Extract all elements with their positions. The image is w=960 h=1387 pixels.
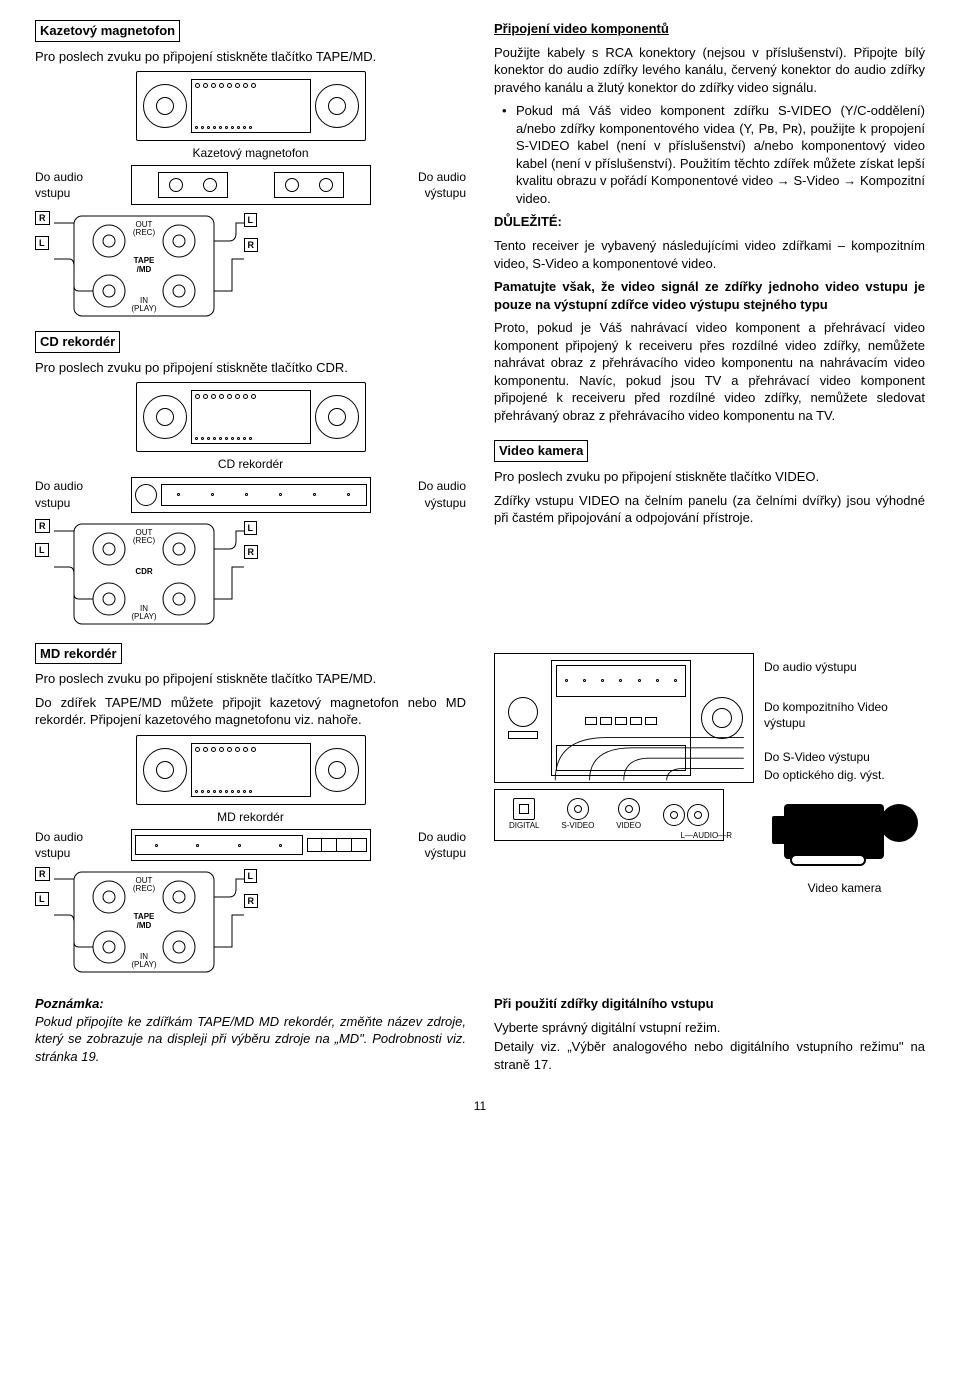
cd-jack-svg: OUT (REC) CDR IN (PLAY) (54, 519, 244, 629)
diag-l4: Do optického dig. výst. (764, 767, 925, 783)
plug-l5: L (35, 892, 49, 906)
diag-l2: Do kompozitního Video výstupu (764, 699, 925, 731)
footnote-right: Při použití zdířky digitálního vstupu Vy… (494, 995, 925, 1079)
section-cd-recorder: CD rekordér Pro poslech zvuku po připoje… (35, 331, 466, 628)
plug-l3: L (35, 543, 49, 557)
jack-video-label: VIDEO (616, 821, 641, 832)
receiver-icon (136, 71, 366, 141)
svg-text:TAPE: TAPE (133, 912, 154, 921)
md-jack-svg: OUT (REC) TAPE /MD IN (PLAY) (54, 867, 244, 977)
md-device-label: MD rekordér (35, 809, 466, 825)
cd-in-label: Do audio vstupu (35, 478, 105, 510)
svg-text:(REC): (REC) (132, 884, 155, 893)
cdrek-icon (131, 477, 371, 513)
plug-r4: R (244, 545, 259, 559)
mdrek-icon (131, 829, 371, 861)
diag-l1: Do audio výstupu (764, 659, 925, 675)
plug-r5: R (35, 867, 50, 881)
section-md-recorder: MD rekordér Pro poslech zvuku po připoje… (35, 643, 466, 988)
cd-title: CD rekordér (35, 331, 120, 353)
camera-label: Video kamera (764, 880, 925, 896)
vk-title: Video kamera (494, 440, 588, 462)
diag-l3: Do S-Video výstupu (764, 749, 925, 765)
footnote-left: Poznámka: Pokud připojíte ke zdířkám TAP… (35, 995, 466, 1079)
footer-l1: Vyberte správný digitální vstupní režim. (494, 1019, 925, 1037)
svg-text:/MD: /MD (136, 265, 151, 274)
md-title: MD rekordér (35, 643, 122, 665)
tape-intro: Pro poslech zvuku po připojení stiskněte… (35, 48, 466, 66)
right-p2a: Tento receiver je vybavený následujícími… (494, 237, 925, 272)
cd-device-label: CD rekordér (35, 456, 466, 472)
section-tape-deck: Kazetový magnetofon Pro poslech zvuku po… (35, 20, 466, 321)
svg-text:(PLAY): (PLAY) (131, 960, 157, 969)
tape-out-label: Do audio výstupu (396, 169, 466, 201)
video-camera-diagram: DIGITAL S-VIDEO VIDEO L—AUDIO—R Do audio… (494, 653, 925, 988)
jack-svideo-label: S-VIDEO (561, 821, 594, 832)
jack-digital-label: DIGITAL (509, 821, 540, 832)
svg-text:CDR: CDR (135, 567, 153, 576)
plug-l: L (35, 236, 49, 250)
right-p2b: Pamatujte však, že video signál ze zdířk… (494, 278, 925, 313)
svg-text:(PLAY): (PLAY) (131, 304, 157, 313)
plug-r6: R (244, 894, 259, 908)
plug-l4: L (244, 521, 258, 535)
tapedeck-icon (131, 165, 371, 205)
footer-l2: Detaily viz. „Výběr analogového nebo dig… (494, 1038, 925, 1073)
md-in-label: Do audio vstupu (35, 829, 105, 861)
receiver-icon-3 (136, 735, 366, 805)
cd-diagram: CD rekordér Do audio vstupu Do audio výs… (35, 382, 466, 628)
svg-text:/MD: /MD (136, 921, 151, 930)
svg-text:(REC): (REC) (132, 228, 155, 237)
vk-p1: Pro poslech zvuku po připojení stiskněte… (494, 468, 925, 486)
plug-r: R (35, 211, 50, 225)
md-out-label: Do audio výstupu (396, 829, 466, 861)
plug-l6: L (244, 869, 258, 883)
md-diagram: MD rekordér Do audio vstupu Do audio výs… (35, 735, 466, 978)
page-number: 11 (35, 1098, 925, 1114)
cd-intro: Pro poslech zvuku po připojení stiskněte… (35, 359, 466, 377)
right-p2c: Proto, pokud je Váš nahrávací video komp… (494, 319, 925, 424)
footer-heading: Při použití zdířky digitálního vstupu (494, 995, 925, 1013)
receiver-icon-2 (136, 382, 366, 452)
tape-device-label: Kazetový magnetofon (35, 145, 466, 161)
plug-l2: L (244, 213, 258, 227)
svg-text:(REC): (REC) (132, 536, 155, 545)
vk-p2: Zdířky vstupu VIDEO na čelním panelu (za… (494, 492, 925, 527)
camera-icon (764, 796, 904, 866)
note-heading: Poznámka: (35, 996, 104, 1011)
plug-r3: R (35, 519, 50, 533)
right-heading: Připojení video komponentů (494, 20, 925, 38)
plug-r2: R (244, 238, 259, 252)
md-intro: Pro poslech zvuku po připojení stiskněte… (35, 670, 466, 688)
cd-out-label: Do audio výstupu (396, 478, 466, 510)
bullet-svideo: Pokud má Váš video komponent zdířku S-VI… (506, 102, 925, 207)
right-p1: Použijte kabely s RCA konektory (nejsou … (494, 44, 925, 97)
important-heading: DŮLEŽITÉ: (494, 213, 925, 231)
tape-in-label: Do audio vstupu (35, 169, 105, 201)
svg-text:TAPE: TAPE (133, 256, 154, 265)
av-receiver-icon (494, 653, 754, 783)
tape-diagram: Kazetový magnetofon Do audio vstupu Do a… (35, 71, 466, 321)
tape-title: Kazetový magnetofon (35, 20, 180, 42)
right-bullets: Pokud má Váš video komponent zdířku S-VI… (494, 102, 925, 207)
note-body: Pokud připojíte ke zdířkám TAPE/MD MD re… (35, 1014, 466, 1064)
tape-jack-svg: OUT (REC) TAPE /MD IN (PLAY) (54, 211, 244, 321)
md-body: Do zdířek TAPE/MD můžete připojit kazeto… (35, 694, 466, 729)
svg-text:(PLAY): (PLAY) (131, 612, 157, 621)
